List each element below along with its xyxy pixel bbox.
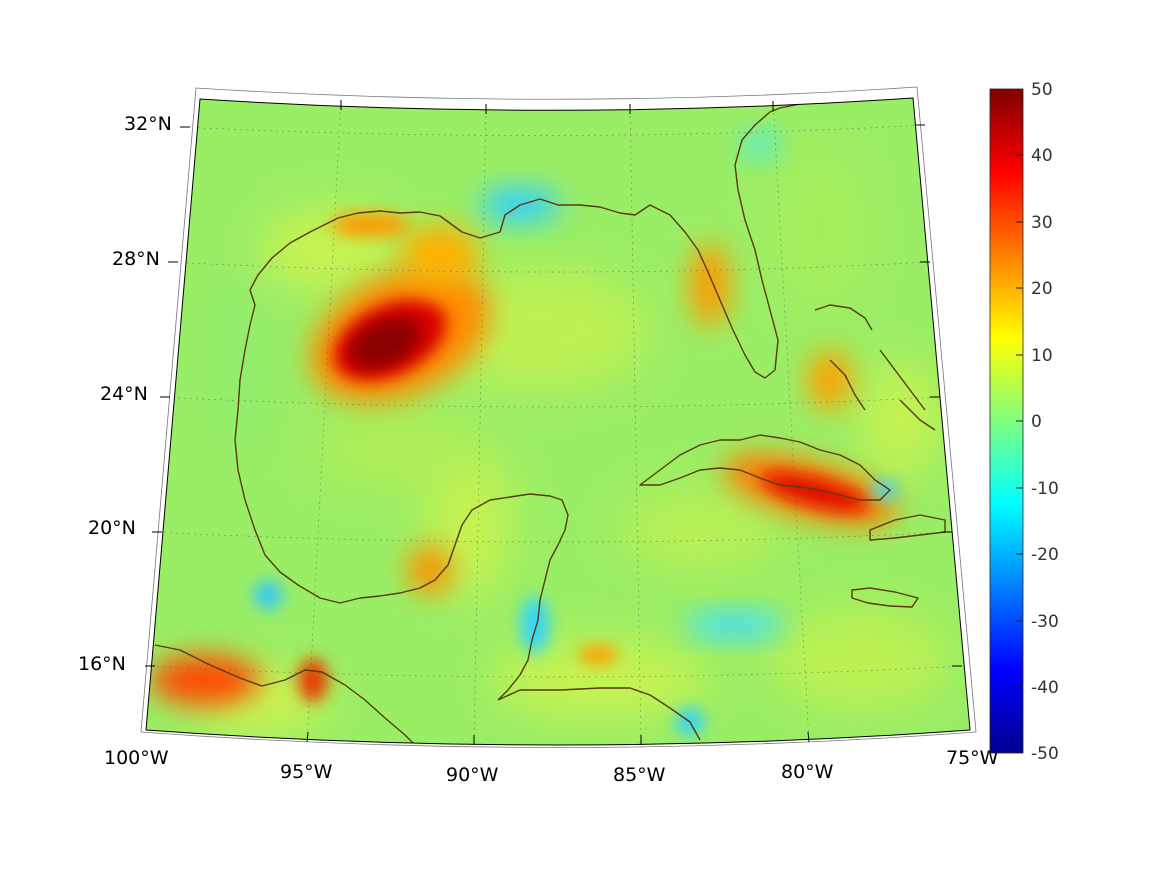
lon-label-100w: 100°W [104, 747, 169, 769]
colorbar-tick-30: 30 [1031, 213, 1053, 233]
anomaly-oaxaca [298, 658, 328, 702]
coast-bahamas-1 [814, 304, 873, 331]
map-frame [145, 97, 971, 746]
coastlines [154, 98, 946, 745]
anomaly-caribbean-cool [685, 611, 785, 639]
anomaly-florida-east-cool [742, 131, 778, 159]
anomaly-hispaniola-cool [873, 480, 897, 500]
colorbar-tick-10: 10 [1031, 346, 1053, 366]
lat-label-16n: 16°N [78, 653, 126, 675]
anomaly-campeche-cool [254, 581, 282, 609]
lat-label-20n: 20°N [88, 517, 136, 539]
lat-label-28n: 28°N [112, 248, 160, 270]
lat-label-24n: 24°N [100, 383, 148, 405]
lon-label-90w: 90°W [446, 764, 499, 786]
anomaly-yucatan-west [408, 545, 452, 595]
colorbar-tick-0: 0 [1031, 412, 1042, 432]
lon-labels: 100°W 95°W 90°W 85°W 80°W 75°W [104, 747, 999, 786]
anomaly-ne-gulf-2 [330, 213, 410, 237]
colorbar-tick-40: 40 [1031, 146, 1053, 166]
anomaly-cuba [761, 472, 869, 512]
coast-cuba [639, 434, 891, 501]
colorbar-tick-minus50: -50 [1031, 744, 1059, 764]
coast-gulf-north [249, 107, 781, 379]
anomaly-honduras-gulf-cool [521, 597, 549, 653]
coast-bahamas-4 [899, 399, 936, 431]
map-frame-outer [140, 86, 977, 748]
anomaly-bahamas [808, 350, 852, 410]
map-panel [146, 98, 970, 745]
lon-label-85w: 85°W [613, 764, 666, 786]
tick-marks [145, 100, 962, 745]
lon-label-80w: 80°W [781, 761, 834, 783]
anomaly-ne-gulf-1 [400, 225, 480, 285]
anomaly-florida [690, 243, 730, 327]
coast-mexico-gulf [234, 289, 569, 701]
lat-labels: 16°N 20°N 24°N 28°N 32°N [78, 113, 172, 675]
colorbar-tick-minus30: -30 [1031, 612, 1059, 632]
lon-label-95w: 95°W [280, 761, 333, 783]
lon-label-75w: 75°W [946, 747, 999, 769]
lat-label-32n: 32°N [124, 113, 172, 135]
graticule [146, 99, 963, 745]
coast-central-america [497, 687, 701, 741]
coast-bahamas-2 [829, 359, 866, 411]
coast-pacific-mexico [154, 644, 416, 745]
coast-bahamas-3 [879, 349, 926, 411]
anomaly-west-gulf-core [349, 317, 421, 369]
anomaly-guerrero [150, 655, 260, 705]
colorbar-tick-minus40: -40 [1031, 678, 1059, 698]
colorbar: 50 40 30 20 10 0 -10 -20 -30 -40 -50 [989, 80, 1059, 764]
anomaly-blobs [150, 131, 898, 736]
coast-jamaica [851, 587, 919, 608]
anomaly-honduras-coast [578, 645, 618, 665]
colorbar-tick-50: 50 [1031, 80, 1053, 100]
colorbar-tick-20: 20 [1031, 279, 1053, 299]
colorbar-tick-minus20: -20 [1031, 545, 1059, 565]
colorbar-tick-minus10: -10 [1031, 479, 1059, 499]
